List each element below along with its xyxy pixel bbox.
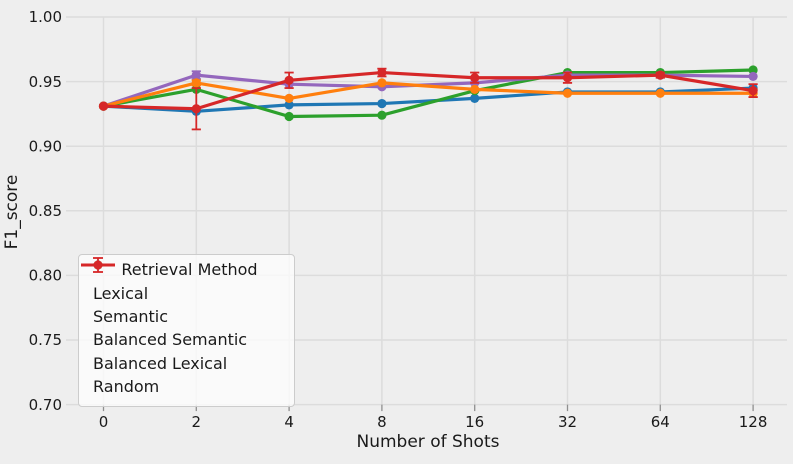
y-tick-label: 0.70	[29, 396, 62, 414]
data-point-random-8	[377, 67, 387, 78]
legend-item-label: Balanced Semantic	[93, 330, 248, 350]
x-tick-label: 4	[284, 413, 294, 431]
data-point-random-2	[191, 104, 201, 114]
data-point-balanced-semantic-2	[191, 70, 201, 80]
legend-item-label: Semantic	[93, 307, 169, 327]
legend-item-semantic: Semantic	[81, 260, 294, 328]
legend-items: Lexical Semantic Balanced Semantic Balanced…	[81, 257, 294, 398]
data-point-random-64	[655, 70, 665, 80]
data-point-balanced-lexical-16	[470, 84, 480, 94]
y-axis-label: F1_score	[2, 174, 22, 250]
legend-title: Retrieval Method	[121, 260, 258, 279]
x-tick-label: 64	[651, 413, 670, 431]
series-line-random	[101, 70, 755, 111]
legend-item-label: Lexical	[93, 284, 149, 304]
data-point-lexical-16	[470, 93, 480, 103]
x-tick-label: 8	[377, 413, 387, 431]
data-point-random-32	[562, 73, 573, 83]
legend-item-lexical: Lexical	[81, 260, 294, 305]
data-point-balanced-lexical-64	[655, 88, 665, 98]
legend-item-label: Balanced Lexical	[93, 353, 228, 373]
data-point-lexical-4	[284, 100, 294, 110]
legend-item-balanced-semantic: Balanced Semantic	[81, 260, 294, 351]
x-tick-label: 16	[465, 413, 484, 431]
x-tick-label: 2	[192, 413, 202, 431]
series-line-balanced-lexical	[101, 81, 755, 108]
data-point-balanced-lexical-32	[562, 88, 573, 98]
data-point-balanced-lexical-8	[377, 78, 387, 88]
x-axis-label: Number of Shots	[356, 432, 500, 452]
legend-item-balanced-lexical: Balanced Lexical	[81, 260, 294, 375]
data-point-lexical-8	[377, 98, 387, 109]
data-point-random-0	[98, 101, 109, 111]
legend-item-label: Random	[93, 376, 160, 396]
y-tick-label: 1.00	[29, 8, 62, 26]
data-point-semantic-4	[284, 111, 294, 122]
data-point-balanced-lexical-2	[191, 78, 201, 88]
legend-marker-random-icon	[81, 257, 115, 273]
x-tick-label: 128	[739, 413, 768, 431]
y-tick-label: 0.75	[29, 331, 62, 349]
data-point-random-16	[470, 73, 480, 83]
y-tick-label: 0.85	[29, 202, 62, 220]
series-line-semantic	[101, 68, 755, 119]
data-point-semantic-8	[377, 110, 387, 120]
x-tick-label: 0	[99, 413, 109, 431]
data-point-balanced-semantic-128	[748, 71, 758, 82]
data-point-random-4	[284, 75, 294, 85]
y-tick-label: 0.90	[29, 137, 62, 155]
legend-item-random: Random	[81, 257, 294, 398]
data-point-balanced-lexical-4	[284, 93, 294, 103]
legend: Retrieval Method Lexical Semantic Balanced…	[78, 254, 295, 407]
y-tick-label: 0.95	[29, 73, 62, 91]
data-point-semantic-128	[748, 65, 758, 75]
x-tick-label: 32	[558, 413, 577, 431]
y-tick-label: 0.80	[29, 267, 62, 285]
data-point-random-128	[748, 86, 758, 96]
